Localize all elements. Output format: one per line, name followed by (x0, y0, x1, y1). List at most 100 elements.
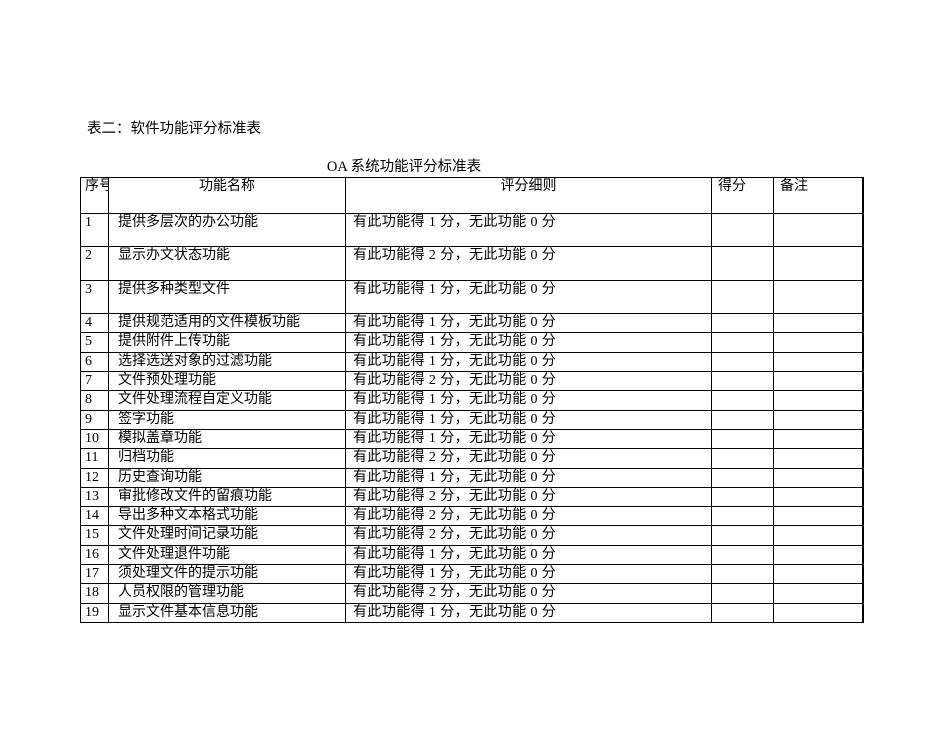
row-number-cell: 15 (80, 525, 109, 546)
remark-cell (773, 506, 864, 527)
table-row: 11 归档功能 有此功能得 2 分，无此功能 0 分 (80, 448, 864, 469)
row-number-cell: 4 (80, 313, 109, 334)
table-row: 10 模拟盖章功能 有此功能得 1 分，无此功能 0 分 (80, 428, 864, 450)
table-row: 4 提供规范适用的文件模板功能 有此功能得 1 分，无此功能 0 分 (80, 313, 864, 334)
function-name-cell: 显示办文状态功能 (108, 246, 346, 281)
score-cell (711, 351, 774, 373)
remark-cell (773, 246, 864, 281)
scoring-rule-cell: 有此功能得 2 分，无此功能 0 分 (345, 525, 712, 546)
score-cell (711, 212, 774, 248)
header-no: 序号 (80, 177, 109, 214)
score-cell (711, 544, 774, 566)
scoring-rule-cell: 有此功能得 1 分，无此功能 0 分 (345, 564, 712, 585)
scoring-rule-cell: 有此功能得 1 分，无此功能 0 分 (345, 313, 712, 334)
remark-cell (773, 544, 864, 566)
remark-cell (773, 525, 864, 546)
row-number-cell: 18 (80, 583, 109, 604)
remark-cell (773, 409, 864, 430)
function-name-cell: 审批修改文件的留痕功能 (108, 486, 346, 508)
remark-cell (773, 332, 864, 353)
table-row: 17 须处理文件的提示功能 有此功能得 1 分，无此功能 0 分 (80, 564, 864, 585)
table-row: 2 显示办文状态功能 有此功能得 2 分，无此功能 0 分 (80, 246, 864, 281)
remark-cell (773, 371, 864, 392)
scoring-rule-cell: 有此功能得 2 分，无此功能 0 分 (345, 371, 712, 392)
function-name-cell: 文件处理时间记录功能 (108, 525, 346, 546)
scoring-rule-cell: 有此功能得 1 分，无此功能 0 分 (345, 409, 712, 430)
function-name-cell: 显示文件基本信息功能 (108, 602, 346, 623)
function-name-cell: 须处理文件的提示功能 (108, 564, 346, 585)
scoring-rule-cell: 有此功能得 1 分，无此功能 0 分 (345, 279, 712, 315)
scoring-rule-cell: 有此功能得 1 分，无此功能 0 分 (345, 351, 712, 373)
score-cell (711, 279, 774, 315)
table-row: 1 提供多层次的办公功能 有此功能得 1 分，无此功能 0 分 (80, 212, 864, 248)
row-number-cell: 16 (80, 544, 109, 566)
scoring-rule-cell: 有此功能得 1 分，无此功能 0 分 (345, 602, 712, 623)
function-name-cell: 提供附件上传功能 (108, 332, 346, 353)
row-number-cell: 10 (80, 428, 109, 450)
row-number-cell: 2 (80, 246, 109, 281)
remark-cell (773, 467, 864, 488)
remark-cell (773, 602, 864, 623)
header-rule: 评分细则 (345, 177, 712, 214)
remark-cell (773, 390, 864, 411)
table-row: 13 审批修改文件的留痕功能 有此功能得 2 分，无此功能 0 分 (80, 486, 864, 508)
score-cell (711, 371, 774, 392)
header-remark: 备注 (773, 177, 864, 214)
remark-cell (773, 351, 864, 373)
score-cell (711, 564, 774, 585)
table-row: 6 选择选送对象的过滤功能 有此功能得 1 分，无此功能 0 分 (80, 351, 864, 373)
score-cell (711, 467, 774, 488)
function-name-cell: 文件预处理功能 (108, 371, 346, 392)
remark-cell (773, 313, 864, 334)
score-cell (711, 525, 774, 546)
function-name-cell: 提供规范适用的文件模板功能 (108, 313, 346, 334)
remark-cell (773, 212, 864, 248)
scoring-rule-cell: 有此功能得 1 分，无此功能 0 分 (345, 332, 712, 353)
remark-cell (773, 448, 864, 469)
function-name-cell: 签字功能 (108, 409, 346, 430)
table-row: 12 历史查询功能 有此功能得 1 分，无此功能 0 分 (80, 467, 864, 488)
function-name-cell: 选择选送对象的过滤功能 (108, 351, 346, 373)
table-row: 3 提供多种类型文件 有此功能得 1 分，无此功能 0 分 (80, 279, 864, 315)
table-row: 8 文件处理流程自定义功能 有此功能得 1 分，无此功能 0 分 (80, 390, 864, 411)
score-cell (711, 332, 774, 353)
scoring-rule-cell: 有此功能得 1 分，无此功能 0 分 (345, 544, 712, 566)
score-cell (711, 486, 774, 508)
table-header-row: 序号 功能名称 评分细则 得分 备注 (80, 177, 864, 214)
remark-cell (773, 583, 864, 604)
row-number-cell: 9 (80, 409, 109, 430)
scoring-rule-cell: 有此功能得 1 分，无此功能 0 分 (345, 467, 712, 488)
function-name-cell: 提供多层次的办公功能 (108, 212, 346, 248)
scoring-rule-cell: 有此功能得 2 分，无此功能 0 分 (345, 486, 712, 508)
function-name-cell: 历史查询功能 (108, 467, 346, 488)
score-cell (711, 409, 774, 430)
row-number-cell: 3 (80, 279, 109, 315)
function-name-cell: 文件处理流程自定义功能 (108, 390, 346, 411)
score-cell (711, 390, 774, 411)
header-score: 得分 (711, 177, 774, 214)
row-number-cell: 7 (80, 371, 109, 392)
table-row: 19 显示文件基本信息功能 有此功能得 1 分，无此功能 0 分 (80, 602, 864, 623)
score-cell (711, 428, 774, 450)
scoring-rule-cell: 有此功能得 2 分，无此功能 0 分 (345, 506, 712, 527)
scoring-rule-cell: 有此功能得 2 分，无此功能 0 分 (345, 583, 712, 604)
function-name-cell: 文件处理退件功能 (108, 544, 346, 566)
row-number-cell: 12 (80, 467, 109, 488)
table-row: 5 提供附件上传功能 有此功能得 1 分，无此功能 0 分 (80, 332, 864, 353)
row-number-cell: 11 (80, 448, 109, 469)
table-caption: 表二：软件功能评分标准表 (87, 121, 261, 137)
row-number-cell: 13 (80, 486, 109, 508)
row-number-cell: 6 (80, 351, 109, 373)
score-cell (711, 602, 774, 623)
table-row: 15 文件处理时间记录功能 有此功能得 2 分，无此功能 0 分 (80, 525, 864, 546)
scoring-rule-cell: 有此功能得 1 分，无此功能 0 分 (345, 212, 712, 248)
function-name-cell: 归档功能 (108, 448, 346, 469)
row-number-cell: 1 (80, 212, 109, 248)
table-row: 18 人员权限的管理功能 有此功能得 2 分，无此功能 0 分 (80, 583, 864, 604)
remark-cell (773, 564, 864, 585)
score-cell (711, 246, 774, 281)
table-row: 7 文件预处理功能 有此功能得 2 分，无此功能 0 分 (80, 371, 864, 392)
function-name-cell: 导出多种文本格式功能 (108, 506, 346, 527)
row-number-cell: 8 (80, 390, 109, 411)
